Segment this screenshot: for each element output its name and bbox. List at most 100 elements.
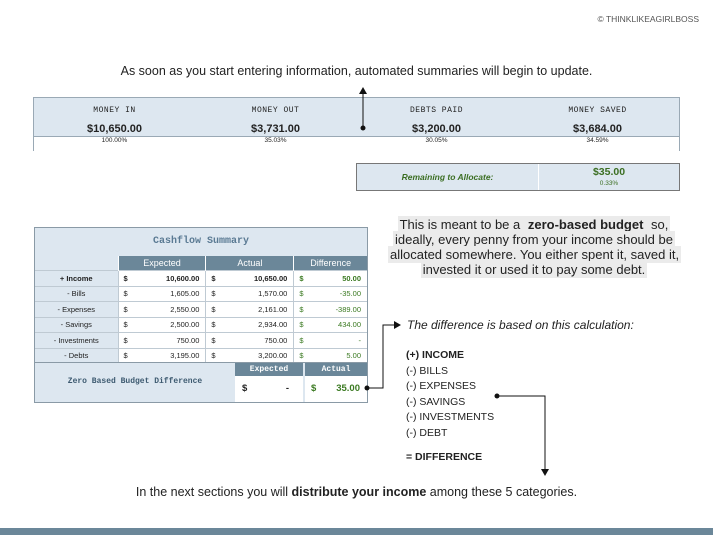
calc-item: (-) BILLS — [406, 364, 449, 377]
currency: $ — [117, 270, 135, 286]
cashflow-table: Cashflow Summary Expected Actual Differenc… — [34, 227, 368, 364]
cashflow-row: - Expenses $2,550.00 $2,161.00 $ -389.00 — [35, 301, 367, 317]
amount: 10,650.00 — [222, 270, 294, 286]
row-label: - Debts — [35, 347, 118, 363]
dot — [494, 393, 500, 399]
summary-percent: 34.59% — [586, 137, 609, 144]
currency: $ — [205, 270, 223, 286]
zbb-expected-cell: $ - — [235, 376, 303, 402]
currency: $ — [117, 316, 135, 333]
zbb-header: Actual — [305, 363, 367, 376]
amount: 2,550.00 — [134, 301, 206, 317]
currency: $ — [117, 301, 135, 317]
copyright: © THINKLIKEAGIRLBOSS — [597, 14, 699, 24]
row-label: - Bills — [35, 285, 118, 302]
remaining-box: Remaining to Allocate: $35.00 0.33% — [356, 163, 680, 191]
amount: 2,934.00 — [222, 316, 294, 333]
text: In the next sections you will — [135, 485, 292, 499]
arrow — [367, 321, 401, 389]
text: among these 5 categories. — [426, 485, 578, 499]
currency: $ — [293, 347, 311, 363]
summary-column: DEBTS PAID $3,200.00 30.05% — [356, 98, 517, 144]
currency: $ — [117, 332, 135, 348]
summary-amount: $10,650.00 — [86, 123, 143, 135]
summary-column: MONEY SAVED $3,684.00 34.59% — [517, 98, 678, 144]
currency: $ — [117, 347, 135, 363]
currency: $ — [242, 383, 248, 394]
summary-percent: 30.05% — [425, 137, 448, 144]
currency: $ — [205, 347, 223, 363]
summary-label: MONEY OUT — [251, 106, 300, 115]
zbb-header: Expected — [235, 363, 303, 376]
column-header: Actual — [205, 256, 294, 271]
cashflow-row: + Income $10,600.00 $10,650.00 $50.00 — [35, 270, 367, 286]
currency: $ — [117, 285, 135, 302]
summary-column: MONEY OUT $3,731.00 35.03% — [195, 98, 356, 144]
summary-label: MONEY SAVED — [568, 106, 627, 115]
currency: $ — [293, 301, 311, 317]
column-header: Expected — [117, 256, 206, 271]
currency: $ — [293, 270, 311, 286]
arrow — [497, 395, 549, 476]
amount: 1,570.00 — [222, 285, 294, 302]
amount: 50.00 — [310, 270, 367, 286]
currency: $ — [205, 332, 223, 348]
amount: 3,195.00 — [134, 347, 206, 363]
summary-amount: $3,200.00 — [412, 123, 461, 135]
remaining-amount: $35.00 — [592, 166, 626, 178]
amount: 10,600.00 — [134, 270, 206, 286]
bold-text: zero-based budget — [525, 216, 646, 233]
text: This is meant to be a — [397, 216, 526, 233]
currency: $ — [311, 383, 317, 394]
calc-result: = DIFFERENCE — [406, 451, 483, 463]
percent-band — [34, 136, 679, 151]
amount: -389.00 — [310, 301, 367, 317]
zbb-expected: - — [285, 383, 289, 394]
calc-item: (-) EXPENSES — [406, 380, 477, 392]
amount: 2,500.00 — [134, 316, 206, 333]
cashflow-row: - Savings $2,500.00 $2,934.00 $434.00 — [35, 316, 367, 333]
blank-header — [35, 256, 118, 271]
currency: $ — [205, 285, 223, 302]
calc-item: (-) DEBT — [406, 426, 448, 439]
calc-title: The difference is based on this calculat… — [407, 318, 634, 332]
zbb-label: Zero Based Budget Difference — [67, 377, 203, 386]
amount: 5.00 — [310, 347, 367, 363]
footer-text: In the next sections you will distribute… — [0, 485, 713, 499]
summary-label: DEBTS PAID — [409, 106, 463, 115]
amount: 2,161.00 — [222, 301, 294, 317]
cashflow-row: - Bills $1,605.00 $1,570.00 $ -35.00 — [35, 285, 367, 302]
dot — [360, 125, 366, 131]
amount: 1,605.00 — [134, 285, 206, 302]
summary-column: MONEY IN $10,650.00 100.00% — [34, 98, 195, 144]
remaining-label: Remaining to Allocate: — [357, 164, 538, 190]
dot — [364, 385, 370, 391]
header-row: Expected Actual Difference — [35, 256, 367, 271]
bold-text: distribute your income — [291, 485, 427, 499]
calc-item: (-) SAVINGS — [406, 395, 466, 408]
summary-amount: $3,731.00 — [251, 123, 300, 135]
remaining-percent: 0.33% — [599, 180, 619, 187]
amount: -35.00 — [310, 285, 367, 302]
bottom-bar — [0, 528, 713, 535]
currency: $ — [205, 316, 223, 333]
currency: $ — [293, 332, 311, 348]
remaining-value-cell: $35.00 0.33% — [538, 164, 679, 190]
calc-item: (-) INVESTMENTS — [406, 411, 495, 423]
amount: 750.00 — [222, 332, 294, 348]
summary-panel: MONEY IN $10,650.00 100.00% MONEY OUT $3,731… — [33, 97, 680, 151]
column-header: Difference — [293, 256, 367, 271]
zbb-actual: 35.00 — [336, 383, 360, 394]
summary-percent: 35.03% — [264, 137, 287, 144]
currency: $ — [293, 285, 311, 302]
calc-item: (+) INCOME — [406, 349, 465, 361]
amount: 3,200.00 — [222, 347, 294, 363]
summary-percent: 100.00% — [101, 137, 128, 144]
row-label: + Income — [35, 270, 118, 286]
zbb-actual-cell: $ 35.00 — [305, 376, 367, 402]
cashflow-title: Cashflow Summary — [152, 236, 249, 247]
zbb-box: Zero Based Budget Difference Expected Ac… — [34, 362, 368, 403]
explanation: This is meant to be a zero-based budget … — [388, 216, 682, 278]
